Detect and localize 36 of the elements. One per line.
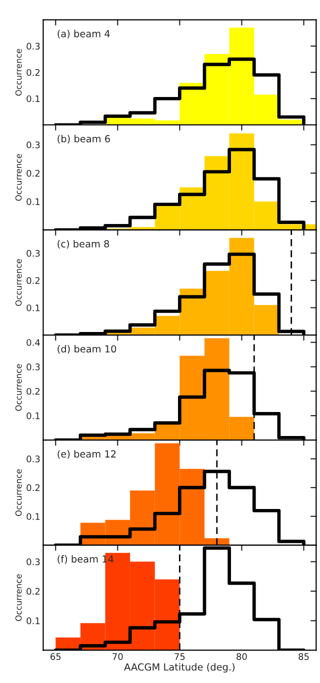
y-axis-title: Occurrence: [15, 469, 22, 516]
y-axis-title: Occurrence: [15, 259, 22, 306]
annotation: (b) beam 6: [58, 134, 110, 144]
y-tick-label: 0.3: [26, 364, 40, 370]
y-tick-label: 0.4: [26, 339, 40, 346]
y-axis-title: Occurrence: [15, 574, 22, 622]
y-tick-label: 0.2: [26, 170, 40, 177]
y-tick-label: 0.3: [26, 558, 40, 566]
y-tick-label: 0.3: [26, 250, 40, 257]
y-tick-label: 0.2: [26, 277, 40, 284]
y-tick-label: 0.1: [26, 198, 40, 206]
y-tick-label: 0.3: [26, 456, 40, 462]
annotation: (a) beam 4: [58, 30, 110, 38]
y-axis-title: Occurrence: [15, 154, 22, 201]
x-tick-label: 80: [236, 653, 247, 660]
x-tick-label: 75: [174, 653, 185, 660]
y-axis-title: Occurrence: [15, 48, 22, 96]
x-tick-label: 65: [50, 653, 61, 660]
y-tick-label: 0.1: [26, 95, 40, 102]
y-tick-label: 0.2: [26, 388, 40, 395]
y-tick-label: 0.1: [26, 412, 40, 420]
y-tick-label: 0.3: [26, 141, 40, 148]
x-tick-label: 70: [112, 653, 123, 660]
x-axis-title: AACGM Latitude (deg.): [124, 663, 234, 673]
x-tick-label: 85: [298, 653, 309, 660]
annotation: (d) beam 10: [58, 345, 116, 354]
annotation: (e) beam 12: [58, 450, 116, 459]
y-axis-title: Occurrence: [15, 364, 22, 411]
y-tick-label: 0.1: [26, 513, 40, 520]
annotation: (c) beam 8: [58, 240, 110, 249]
y-tick-label: 0.2: [26, 588, 40, 595]
y-tick-label: 0.2: [26, 484, 40, 492]
y-tick-label: 0.3: [26, 42, 40, 50]
y-tick-label: 0.2: [26, 69, 40, 76]
y-tick-label: 0.1: [26, 617, 40, 624]
y-tick-label: 0.1: [26, 304, 40, 312]
